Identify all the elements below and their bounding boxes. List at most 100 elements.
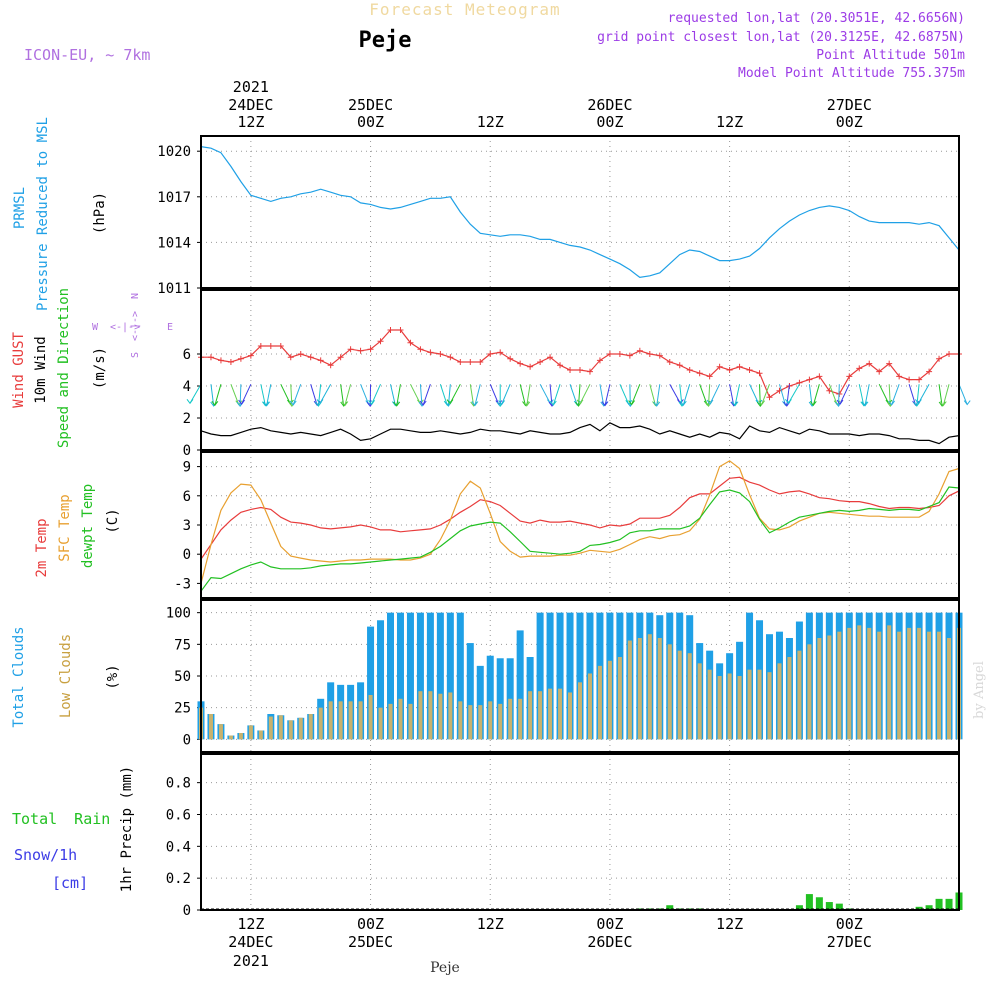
bar-low-clouds <box>867 627 872 740</box>
ytick-label: 75 <box>174 637 191 653</box>
gust-marker <box>237 355 244 362</box>
panel-frame <box>200 753 960 911</box>
time-label-hour: 12Z <box>237 915 264 933</box>
bar-low-clouds <box>248 725 253 740</box>
gust-marker <box>866 360 873 367</box>
bar-low-clouds <box>907 627 912 740</box>
wind-arrow <box>891 384 900 406</box>
gust-marker <box>726 367 733 373</box>
wind-arrow-head <box>446 399 454 405</box>
wind-arrow <box>266 384 272 406</box>
panels: 10111014101710200246-30369025507510000.2… <box>157 135 971 919</box>
ytick-label: 0 <box>183 732 191 748</box>
time-label-date: 26DEC <box>587 933 632 951</box>
bar-total-clouds <box>536 612 544 740</box>
bar-low-clouds <box>937 631 942 740</box>
panel-frame <box>200 135 960 289</box>
ytick-label: 6 <box>183 347 191 363</box>
bar-low-clouds <box>468 705 473 740</box>
ylabel-dewpt-temp: dewpt Temp <box>80 484 96 568</box>
gust-marker <box>746 367 753 373</box>
bar-low-clouds <box>807 644 812 740</box>
gust-marker <box>696 370 703 377</box>
series-line-0 <box>200 146 960 279</box>
time-label-hour: 00Z <box>836 113 863 131</box>
bar-low-clouds <box>897 631 902 740</box>
gust-marker <box>377 338 384 345</box>
time-label-hour: 12Z <box>237 113 264 131</box>
time-label-hour: 00Z <box>357 113 384 131</box>
gust-marker <box>337 354 344 361</box>
bar-total-clouds <box>466 643 474 740</box>
series-line-0 <box>200 476 960 560</box>
gust-marker <box>487 351 494 357</box>
gust-marker <box>846 373 853 380</box>
page-title: Peje <box>359 28 412 53</box>
gust-marker <box>357 347 364 354</box>
wind-arrow <box>734 384 741 406</box>
wind-arrow <box>599 384 605 406</box>
bar-low-clouds <box>777 663 782 740</box>
gust-marker <box>557 362 564 369</box>
ylabel-ms: (m/s) <box>92 347 108 389</box>
bar-low-clouds <box>578 682 582 740</box>
wind-arrow <box>649 384 656 406</box>
wind-arrow <box>241 383 252 405</box>
compass-arrow-we: <-|-> <box>110 322 140 333</box>
ylabel-percent: (%) <box>105 664 121 689</box>
gust-marker <box>896 373 903 380</box>
bar-low-clouds <box>737 676 742 740</box>
wind-arrow <box>280 383 291 405</box>
wind-arrow <box>878 383 890 405</box>
ytick-label: 0 <box>183 903 191 919</box>
gust-marker <box>387 327 394 333</box>
bar-rain <box>815 897 823 910</box>
wind-arrow <box>958 384 968 405</box>
bar-total-clouds <box>516 630 524 740</box>
time-label-hour: 00Z <box>357 915 384 933</box>
wind-axis-labels: Wind GUST 10m Wind Speed and Direction (… <box>11 288 173 448</box>
bar-low-clouds <box>707 669 712 740</box>
wind-arrow-head <box>628 400 635 406</box>
gust-marker <box>317 357 324 364</box>
wind-arrow <box>526 384 531 406</box>
bar-low-clouds <box>298 717 303 740</box>
panel-1: 0 2 4 6 <box>183 289 971 459</box>
bar-low-clouds <box>667 644 672 740</box>
ylabel-speed-direction: Speed and Direction <box>56 288 72 448</box>
bar-rain <box>666 905 674 910</box>
bar-low-clouds <box>438 693 443 740</box>
gust-marker <box>906 376 913 383</box>
bar-rain <box>945 898 953 910</box>
gust-marker <box>626 352 633 359</box>
gust-marker <box>706 373 713 380</box>
compass-e: E <box>167 322 173 333</box>
wind-arrow <box>539 383 551 404</box>
bar-low-clouds <box>408 703 413 740</box>
time-label-hour: 00Z <box>836 915 863 933</box>
bar-total-clouds <box>456 612 464 740</box>
bar-low-clouds <box>428 691 433 740</box>
wind-arrow-head <box>238 399 245 405</box>
time-label-date: 27DEC <box>827 933 872 951</box>
bar-low-clouds <box>847 627 852 740</box>
time-label-hour: 12Z <box>477 113 504 131</box>
bar-low-clouds <box>757 669 762 740</box>
bar-low-clouds <box>348 701 353 740</box>
bar-low-clouds <box>587 673 592 740</box>
gust-marker <box>586 368 593 375</box>
gust-marker <box>676 362 683 369</box>
wind-arrow <box>656 384 661 407</box>
wind-arrow <box>260 384 266 406</box>
time-label-hour: 00Z <box>596 915 623 933</box>
compass-n: N <box>130 293 141 299</box>
bar-low-clouds <box>528 691 533 740</box>
bar-low-clouds <box>727 673 732 740</box>
wind-arrow-head <box>263 401 270 407</box>
gust-marker <box>666 359 673 365</box>
bar-total-clouds <box>367 626 375 740</box>
bar-low-clouds <box>498 703 503 740</box>
wind-arrow <box>501 384 511 405</box>
